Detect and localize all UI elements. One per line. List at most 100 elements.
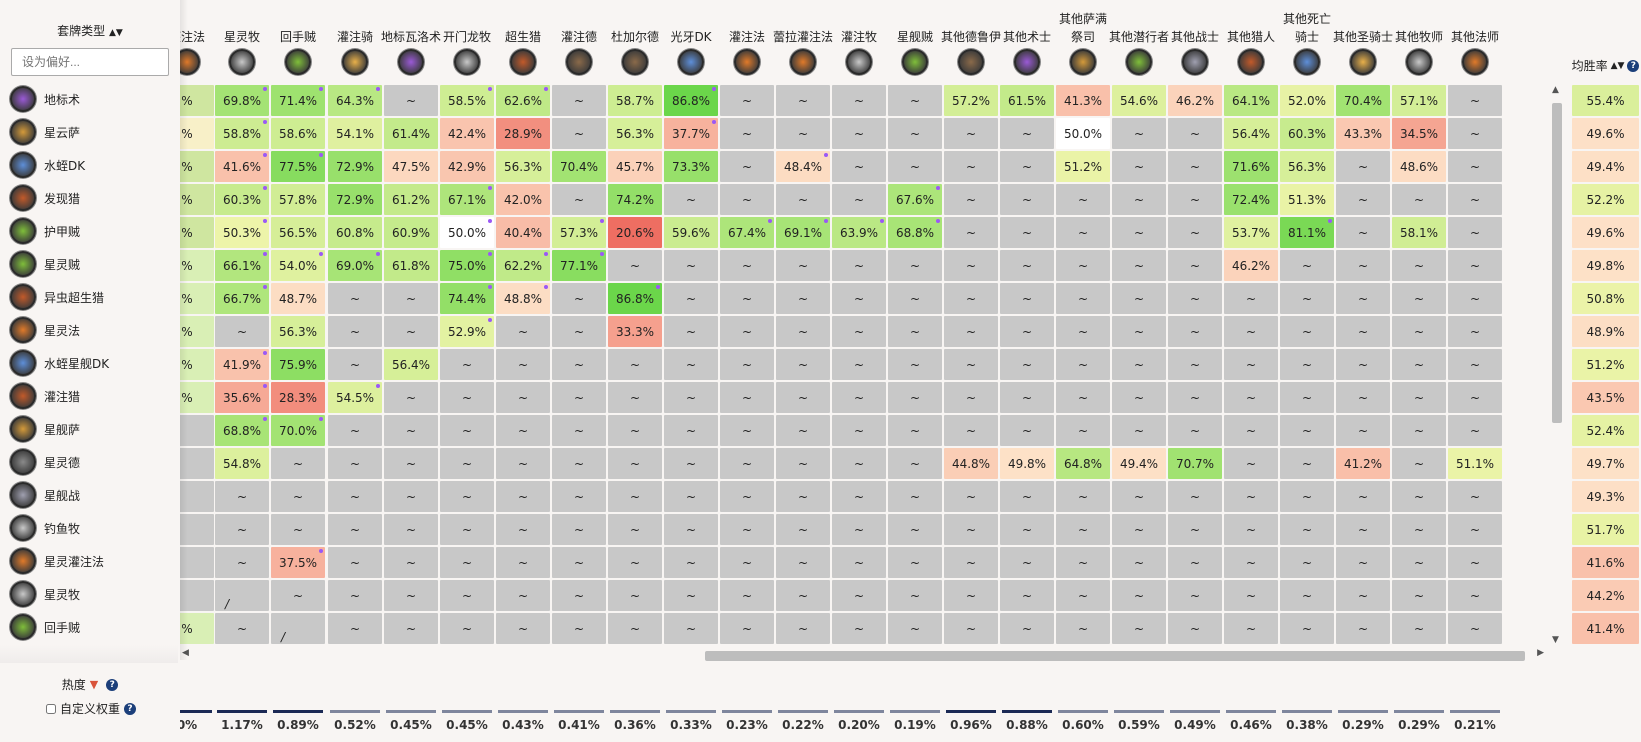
matchup-cell[interactable] [180,514,214,545]
matchup-cell[interactable]: ~ [1000,349,1054,380]
matchup-cell[interactable]: ~ [664,184,718,215]
matchup-cell[interactable]: 20.6% [608,217,662,248]
custom-weight-checkbox[interactable] [46,703,56,714]
matchup-cell[interactable]: ~ [1168,580,1222,611]
matchup-cell[interactable]: ~ [384,514,438,545]
matchup-cell[interactable]: ~ [552,316,606,347]
matchup-cell[interactable]: 64.3% [328,85,382,116]
matchup-cell[interactable]: ~ [384,415,438,446]
matchup-cell[interactable]: 56.4% [384,349,438,380]
matchup-cell[interactable]: ~ [888,481,942,512]
matchup-cell[interactable]: ~ [1168,514,1222,545]
matchup-cell[interactable]: 57.2% [944,85,998,116]
matchup-cell[interactable]: 56.3% [271,316,325,347]
matchup-cell[interactable]: ~ [1056,481,1110,512]
matchup-cell[interactable]: ~ [664,448,718,479]
scroll-left-arrow-icon[interactable]: ◀ [182,648,189,658]
popularity-sort[interactable]: 热度 ▼ ? [0,676,180,693]
matchup-cell[interactable]: ~ [1000,481,1054,512]
matchup-cell[interactable]: % [180,349,214,380]
matchup-cell[interactable]: ~ [552,118,606,149]
matchup-cell[interactable]: ~ [1224,415,1278,446]
matchup-cell[interactable]: ~ [328,448,382,479]
custom-weight-option[interactable]: 自定义权重 ? [46,700,137,717]
matchup-cell[interactable]: ~ [271,448,325,479]
matchup-cell[interactable]: ~ [832,481,886,512]
matchup-cell[interactable]: ~ [1336,316,1390,347]
matchup-cell[interactable]: ~ [1392,547,1446,578]
matchup-cell[interactable]: ~ [832,250,886,281]
matchup-cell[interactable]: ~ [776,580,830,611]
matchup-cell[interactable]: ~ [1000,613,1054,644]
matchup-cell[interactable]: ~ [1280,514,1334,545]
matchup-cell[interactable]: 59.6% [664,217,718,248]
matchup-cell[interactable]: ~ [888,547,942,578]
matchup-cell[interactable]: 69.0% [328,250,382,281]
matchup-cell[interactable]: ~ [608,613,662,644]
matchup-cell[interactable]: ~ [776,250,830,281]
matchup-cell[interactable]: ~ [1224,547,1278,578]
column-header[interactable]: 杜加尔德 [608,0,662,84]
deck-row[interactable]: 星灵德 [10,447,175,477]
deck-row[interactable]: 异虫超生猎 [10,282,175,312]
deck-row[interactable]: 水蛭星舰DK [10,348,175,378]
winrate-header[interactable]: 均胜率 ▲▼ ? [1570,57,1641,74]
matchup-cell[interactable]: ~ [1280,283,1334,314]
matchup-cell[interactable]: ~ [496,415,550,446]
matchup-cell[interactable]: ~ [384,481,438,512]
matchup-cell[interactable]: ~ [608,448,662,479]
matchup-cell[interactable]: 70.4% [1336,85,1390,116]
matchup-cell[interactable]: ~ [440,448,494,479]
matchup-cell[interactable]: ~ [328,514,382,545]
matchup-cell[interactable]: ~ [1168,349,1222,380]
matchup-cell[interactable]: ~ [1224,580,1278,611]
matchup-cell[interactable]: ~ [552,415,606,446]
matchup-cell[interactable]: ~ [1392,481,1446,512]
matchup-cell[interactable]: ~ [1168,613,1222,644]
matchup-cell[interactable]: 49.4% [1112,448,1166,479]
matchup-cell[interactable]: ~ [1448,184,1502,215]
matchup-cell[interactable]: ~ [944,283,998,314]
matchup-cell[interactable]: ~ [1000,382,1054,413]
matchup-cell[interactable]: 54.6% [1112,85,1166,116]
matchup-cell[interactable]: 37.5% [271,547,325,578]
matchup-cell[interactable]: ~ [1280,448,1334,479]
matchup-cell[interactable]: 53.7% [1224,217,1278,248]
column-header[interactable]: 其他牧师 [1392,0,1446,84]
matchup-cell[interactable]: ~ [1000,580,1054,611]
matchup-cell[interactable]: ~ [1112,580,1166,611]
matchup-cell[interactable]: 71.6% [1224,151,1278,182]
matchup-cell[interactable]: 61.2% [384,184,438,215]
column-header[interactable]: 其他圣骑士 [1333,0,1393,84]
matchup-cell[interactable]: ~ [1056,349,1110,380]
matchup-cell[interactable]: ~ [944,250,998,281]
matchup-cell[interactable]: 56.3% [608,118,662,149]
column-header[interactable]: 灌注德 [552,0,606,84]
matchup-cell[interactable]: ~ [1112,547,1166,578]
matchup-cell[interactable]: ~ [720,184,774,215]
matchup-cell[interactable]: ~ [1448,547,1502,578]
column-header[interactable]: 灌注法 [180,0,214,84]
matchup-cell[interactable]: 60.3% [215,184,269,215]
matchup-cell[interactable]: 46.2% [1168,85,1222,116]
matchup-cell[interactable]: ~ [944,481,998,512]
scroll-down-arrow-icon[interactable]: ▼ [1552,635,1559,645]
matchup-cell[interactable]: ~ [1336,217,1390,248]
matchup-cell[interactable]: 72.4% [1224,184,1278,215]
matchup-cell[interactable]: ~ [1280,547,1334,578]
matchup-cell[interactable]: 64.8% [1056,448,1110,479]
matchup-cell[interactable]: 70.4% [552,151,606,182]
matchup-cell[interactable]: % [180,85,214,116]
matchup-cell[interactable]: ~ [384,547,438,578]
matchup-cell[interactable]: ~ [1392,184,1446,215]
column-header[interactable]: 其他战士 [1168,0,1222,84]
matchup-cell[interactable]: ~ [832,349,886,380]
matchup-cell[interactable]: ~ [776,184,830,215]
matchup-cell[interactable]: ~ [1280,382,1334,413]
matchup-cell[interactable]: ~ [1056,580,1110,611]
matchup-cell[interactable]: ~ [1112,151,1166,182]
matchup-cell[interactable] [180,580,214,611]
matchup-cell[interactable]: ~ [1448,481,1502,512]
matchup-cell[interactable]: ~ [328,481,382,512]
matchup-cell[interactable]: ~ [944,316,998,347]
